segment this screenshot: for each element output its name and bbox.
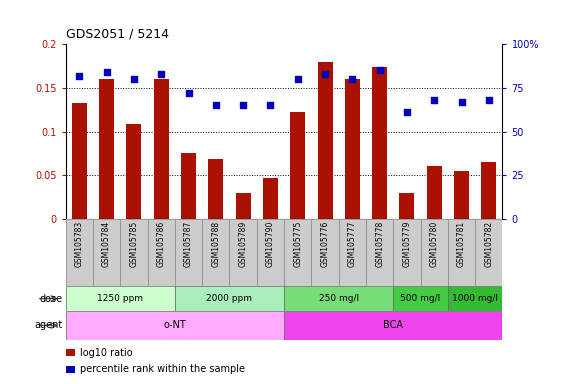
Bar xyxy=(126,124,142,219)
Text: GSM105776: GSM105776 xyxy=(320,221,329,267)
Bar xyxy=(154,79,168,219)
Point xyxy=(320,71,329,77)
Bar xyxy=(181,153,196,219)
Text: GSM105786: GSM105786 xyxy=(156,221,166,267)
Text: 1000 mg/l: 1000 mg/l xyxy=(452,294,498,303)
Bar xyxy=(66,349,75,356)
Bar xyxy=(345,79,360,219)
Text: GSM105788: GSM105788 xyxy=(211,221,220,267)
Text: 1250 ppm: 1250 ppm xyxy=(97,294,143,303)
Bar xyxy=(175,286,284,311)
Point xyxy=(239,102,248,108)
Bar xyxy=(372,67,387,219)
Text: 250 mg/l: 250 mg/l xyxy=(319,294,359,303)
Bar xyxy=(175,219,202,286)
Point xyxy=(266,102,275,108)
Text: GSM105789: GSM105789 xyxy=(239,221,248,267)
Bar xyxy=(66,219,93,286)
Bar xyxy=(481,162,496,219)
Bar xyxy=(236,193,251,219)
Text: GSM105781: GSM105781 xyxy=(457,221,466,267)
Text: GSM105777: GSM105777 xyxy=(348,221,357,267)
Text: GSM105779: GSM105779 xyxy=(403,221,412,267)
Bar xyxy=(99,79,114,219)
Bar xyxy=(311,219,339,286)
Bar xyxy=(284,219,311,286)
Text: 500 mg/l: 500 mg/l xyxy=(400,294,441,303)
Bar xyxy=(400,193,415,219)
Text: GSM105785: GSM105785 xyxy=(130,221,138,267)
Text: GSM105780: GSM105780 xyxy=(430,221,439,267)
Bar xyxy=(230,219,257,286)
Bar xyxy=(290,112,305,219)
Text: GSM105783: GSM105783 xyxy=(75,221,84,267)
Point xyxy=(429,97,439,103)
Point xyxy=(375,67,384,73)
Bar xyxy=(72,103,87,219)
Text: log10 ratio: log10 ratio xyxy=(79,348,132,358)
Point xyxy=(484,97,493,103)
Text: agent: agent xyxy=(35,320,63,331)
Bar xyxy=(454,171,469,219)
Bar xyxy=(475,219,502,286)
Point xyxy=(130,76,139,82)
Bar xyxy=(448,219,475,286)
Point xyxy=(211,102,220,108)
Bar xyxy=(66,286,175,311)
Text: GSM105784: GSM105784 xyxy=(102,221,111,267)
Text: percentile rank within the sample: percentile rank within the sample xyxy=(79,364,244,374)
Bar xyxy=(257,219,284,286)
Point xyxy=(348,76,357,82)
Text: GSM105775: GSM105775 xyxy=(293,221,302,267)
Bar xyxy=(66,311,284,340)
Text: GSM105790: GSM105790 xyxy=(266,221,275,267)
Text: dose: dose xyxy=(40,293,63,304)
Bar xyxy=(421,219,448,286)
Bar xyxy=(208,159,223,219)
Bar xyxy=(147,219,175,286)
Bar xyxy=(202,219,230,286)
Text: GSM105782: GSM105782 xyxy=(484,221,493,267)
Bar xyxy=(366,219,393,286)
Bar xyxy=(427,167,442,219)
Point xyxy=(457,99,466,105)
Bar xyxy=(339,219,366,286)
Bar xyxy=(66,366,75,373)
Text: GSM105787: GSM105787 xyxy=(184,221,193,267)
Bar xyxy=(120,219,147,286)
Bar xyxy=(393,219,421,286)
Text: BCA: BCA xyxy=(383,320,403,331)
Bar xyxy=(263,178,278,219)
Text: 2000 ppm: 2000 ppm xyxy=(207,294,252,303)
Point xyxy=(75,73,84,79)
Point xyxy=(184,90,193,96)
Point xyxy=(403,109,412,115)
Text: GDS2051 / 5214: GDS2051 / 5214 xyxy=(66,27,168,40)
Bar xyxy=(393,286,448,311)
Bar xyxy=(448,286,502,311)
Text: GSM105778: GSM105778 xyxy=(375,221,384,267)
Bar xyxy=(317,61,332,219)
Point xyxy=(156,71,166,77)
Point xyxy=(293,76,302,82)
Text: o-NT: o-NT xyxy=(163,320,186,331)
Point xyxy=(102,69,111,75)
Bar xyxy=(284,311,502,340)
Bar xyxy=(284,286,393,311)
Bar xyxy=(93,219,120,286)
